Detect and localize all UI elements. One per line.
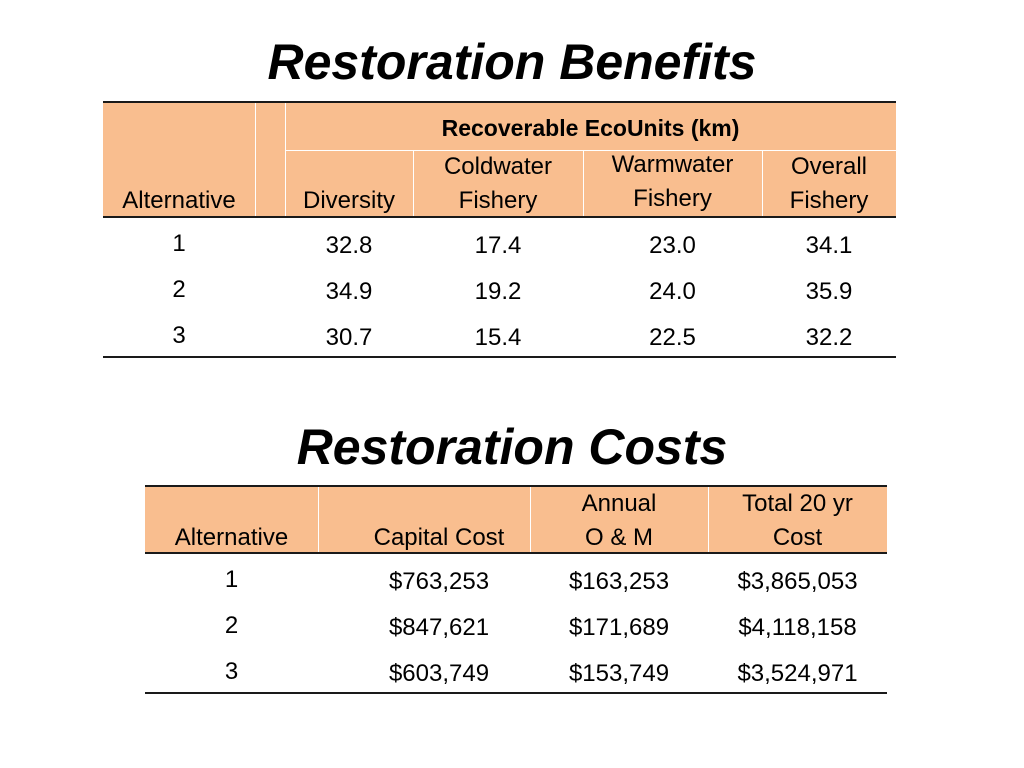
table-row-3-diversity: 30.7 (325, 324, 373, 351)
table-row-1-warmwater: 23.0 (649, 232, 696, 259)
col-header-annual-om: Annual O & M (530, 487, 708, 555)
benefits-bottom-rule (103, 356, 896, 358)
col-header-coldwater-line2: Fishery (458, 187, 538, 214)
table-row-2-overall: 35.9 (805, 278, 853, 305)
table-row-2-alternative: 2 (172, 276, 186, 303)
col-header-warmwater-line2: Fishery (633, 185, 712, 212)
col-header-warmwater: Warmwater Fishery (583, 148, 762, 216)
header-divider (285, 103, 286, 217)
header-divider (413, 150, 414, 217)
table-row-1-overall: 34.1 (805, 232, 853, 259)
header-divider (708, 487, 709, 553)
col-header-total-cost: Total 20 yr Cost (708, 487, 887, 555)
col-header-annual-line1: Annual (581, 490, 657, 517)
table-row-2-coldwater: 19.2 (474, 278, 522, 305)
header-divider (762, 150, 763, 217)
header-divider (583, 150, 584, 217)
col-header-overall-line1: Overall (790, 153, 868, 180)
benefits-top-rule (103, 101, 896, 103)
table-row-1-annual: $163,253 (568, 568, 670, 595)
table-row-3-annual: $153,749 (568, 660, 670, 687)
table-row-3-alternative: 3 (172, 322, 186, 349)
benefits-title: Restoration Benefits (267, 34, 757, 90)
table-row-3-coldwater: 15.4 (474, 324, 522, 351)
table-row-3-total: $3,524,971 (737, 660, 858, 687)
benefits-header-band (103, 103, 896, 217)
col-header-capital-cost: Capital Cost (373, 524, 505, 551)
table-row-2-capital: $847,621 (388, 614, 490, 641)
table-row-3-capital: $603,749 (388, 660, 490, 687)
col-header-coldwater-line1: Coldwater (443, 153, 553, 180)
header-divider (530, 487, 531, 553)
col-header-overall: Overall Fishery (762, 150, 896, 218)
col-header-alternative: Alternative (174, 524, 289, 551)
table-row-1-alternative: 1 (224, 566, 239, 593)
costs-top-rule (145, 485, 887, 487)
table-row-3-alternative: 3 (224, 658, 239, 685)
col-header-diversity: Diversity (302, 187, 395, 214)
col-header-annual-line2: O & M (584, 524, 653, 551)
costs-title: Restoration Costs (296, 419, 728, 475)
table-row-2-annual: $171,689 (568, 614, 670, 641)
benefits-header-rule (103, 216, 896, 218)
table-row-2-alternative: 2 (224, 612, 239, 639)
costs-header-rule (145, 552, 887, 554)
table-row-1-capital: $763,253 (388, 568, 490, 595)
group-header-ecounits: Recoverable EcoUnits (km) (441, 115, 740, 141)
col-header-coldwater: Coldwater Fishery (413, 150, 583, 218)
col-header-overall-line2: Fishery (789, 187, 869, 214)
table-row-2-total: $4,118,158 (738, 614, 857, 641)
table-row-2-diversity: 34.9 (325, 278, 373, 305)
costs-bottom-rule (145, 692, 887, 694)
table-row-3-warmwater: 22.5 (649, 324, 696, 351)
header-subdivider (285, 150, 896, 151)
col-header-total-line1: Total 20 yr (742, 490, 853, 517)
table-row-1-diversity: 32.8 (325, 232, 373, 259)
header-divider (255, 103, 256, 217)
table-row-3-overall: 32.2 (805, 324, 853, 351)
header-divider (318, 487, 319, 553)
col-header-alternative: Alternative (122, 187, 236, 214)
table-row-2-warmwater: 24.0 (649, 278, 696, 305)
table-row-1-coldwater: 17.4 (474, 232, 522, 259)
col-header-total-line2: Cost (772, 524, 823, 551)
table-row-1-total: $3,865,053 (737, 568, 858, 595)
table-row-1-alternative: 1 (172, 230, 186, 257)
costs-header-band (145, 487, 887, 553)
col-header-warmwater-line1: Warmwater (611, 151, 734, 178)
